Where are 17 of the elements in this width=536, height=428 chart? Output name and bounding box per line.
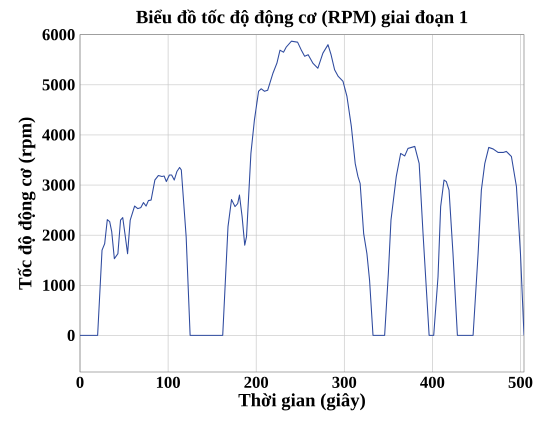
y-tick-label: 4000 xyxy=(42,129,75,141)
y-axis-title: Tốc độ động cơ (rpm) xyxy=(18,118,36,290)
x-tick-label: 400 xyxy=(420,376,444,388)
y-tick-label: 1000 xyxy=(43,280,75,291)
y-tick-label: 2000 xyxy=(42,230,75,241)
chart-title: Biểu đồ tốc độ động cơ (RPM) giai đoạn 1 xyxy=(136,10,468,28)
x-tick-label: 500 xyxy=(508,376,532,388)
y-tick-label: 5000 xyxy=(42,79,75,90)
line-series xyxy=(80,40,524,336)
y-tick-label: 0 xyxy=(68,330,75,342)
x-tick-label: 200 xyxy=(244,376,268,388)
y-tick-label: 6000 xyxy=(42,29,75,40)
x-tick-label: 100 xyxy=(156,376,180,388)
x-axis-title: Thời gian (giây) xyxy=(238,393,365,410)
x-tick-label: 300 xyxy=(332,376,356,388)
x-tick-label: 0 xyxy=(76,376,84,388)
y-tick-label: 3000 xyxy=(42,179,75,191)
